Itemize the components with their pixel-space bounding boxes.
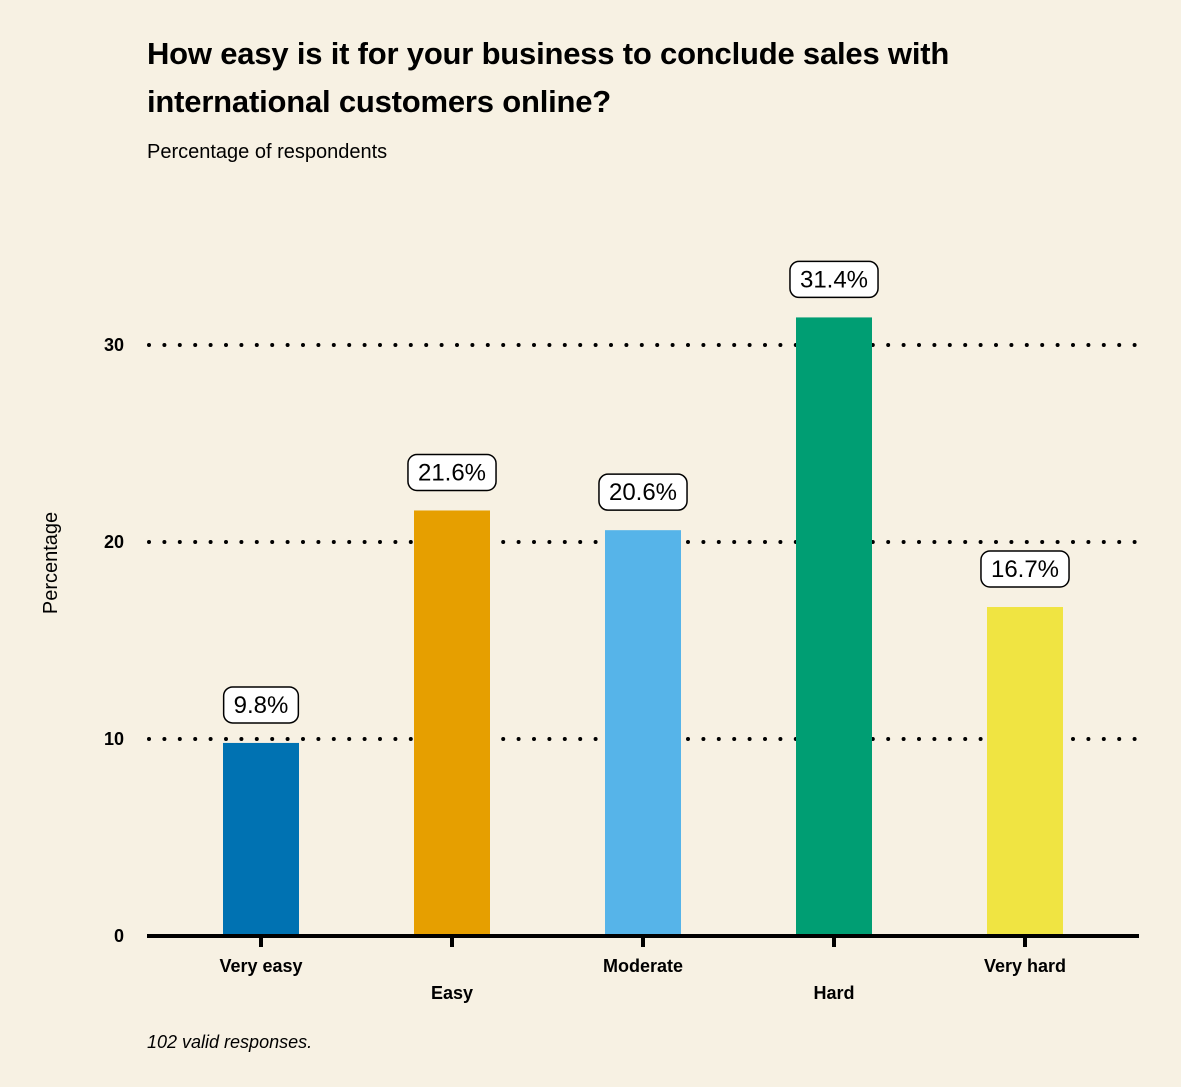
y-tick-label: 10 <box>104 729 124 749</box>
y-tick-label: 20 <box>104 532 124 552</box>
chart-title: How easy is it for your business to conc… <box>147 36 950 119</box>
data-label: 31.4% <box>800 266 868 293</box>
data-label-frame <box>980 550 1070 588</box>
chart-subtitle: Percentage of respondents <box>147 141 388 163</box>
data-label-frame <box>407 453 497 492</box>
x-tick-label: Moderate <box>603 956 683 976</box>
bar-hard <box>796 317 872 936</box>
data-label-frame <box>789 260 879 299</box>
bar-easy <box>414 510 490 936</box>
y-tick-label: 30 <box>104 335 124 355</box>
bar-very-easy <box>223 742 299 936</box>
data-label: 9.8% <box>234 692 289 719</box>
x-axis: Very easy Easy Moderate Hard Very hard <box>147 934 1139 1003</box>
bar-very-hard <box>987 607 1063 936</box>
data-label-box: 21.6% <box>407 453 497 492</box>
x-tick-label: Hard <box>813 983 854 1003</box>
x-tick-label: Very hard <box>984 956 1066 976</box>
data-label: 20.6% <box>609 479 677 506</box>
data-label-frame <box>222 686 300 724</box>
y-tick-labels: 0 10 20 30 <box>104 335 124 946</box>
data-labels: 9.8% 21.6% 20.6% 31.4% 16.7% <box>222 260 1070 724</box>
x-tick-label: Easy <box>431 983 473 1003</box>
data-label-frame <box>598 473 688 511</box>
x-tick-label: Very easy <box>219 956 302 976</box>
data-label: 21.6% <box>418 459 486 486</box>
bars <box>223 317 1063 936</box>
data-label-box: 16.7% <box>980 550 1070 588</box>
bar-moderate <box>605 530 681 936</box>
data-label-box: 31.4% <box>789 260 879 299</box>
y-axis-title: Percentage <box>40 512 62 614</box>
data-label: 16.7% <box>991 556 1059 583</box>
data-label-box: 20.6% <box>598 473 688 511</box>
data-label-box: 9.8% <box>222 686 300 724</box>
footnote: 102 valid responses. <box>147 1032 313 1052</box>
y-tick-label: 0 <box>114 926 124 946</box>
